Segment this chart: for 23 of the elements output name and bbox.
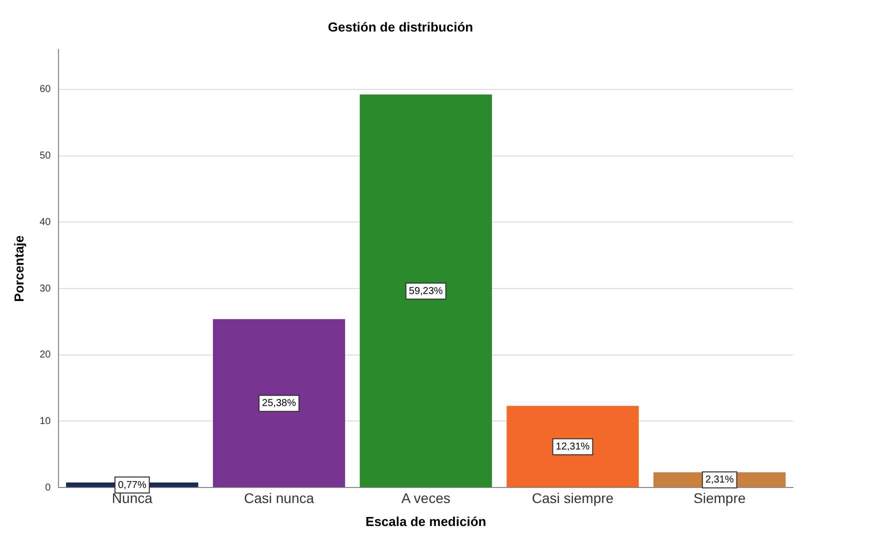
x-tick-label: A veces	[401, 490, 450, 506]
y-tick-label: 50	[40, 150, 52, 162]
y-tick-label: 0	[45, 482, 52, 494]
chart-title: Gestión de distribución	[328, 19, 474, 34]
x-tick-label: Casi siempre	[532, 490, 614, 506]
y-tick-label: 30	[40, 283, 52, 294]
data-label: 59,23%	[408, 286, 443, 297]
bar	[506, 406, 639, 488]
x-tick-label: Casi nunca	[244, 490, 314, 506]
bar	[360, 94, 492, 488]
y-tick-label: 20	[40, 350, 52, 361]
x-tick-label: Siempre	[694, 490, 746, 506]
data-label: 25,38%	[262, 398, 296, 410]
x-tick-label: Nunca	[112, 490, 153, 506]
y-tick-label: 40	[40, 216, 52, 228]
bar	[212, 319, 346, 488]
data-label: 0,77%	[118, 480, 146, 491]
y-tick-label: 10	[40, 416, 52, 427]
data-label: 2,31%	[705, 474, 734, 486]
x-axis-title: Escala de medición	[366, 514, 486, 529]
y-tick-label: 60	[40, 84, 52, 96]
y-axis-title: Porcentaje	[11, 235, 26, 302]
data-label: 12,31%	[556, 442, 590, 453]
